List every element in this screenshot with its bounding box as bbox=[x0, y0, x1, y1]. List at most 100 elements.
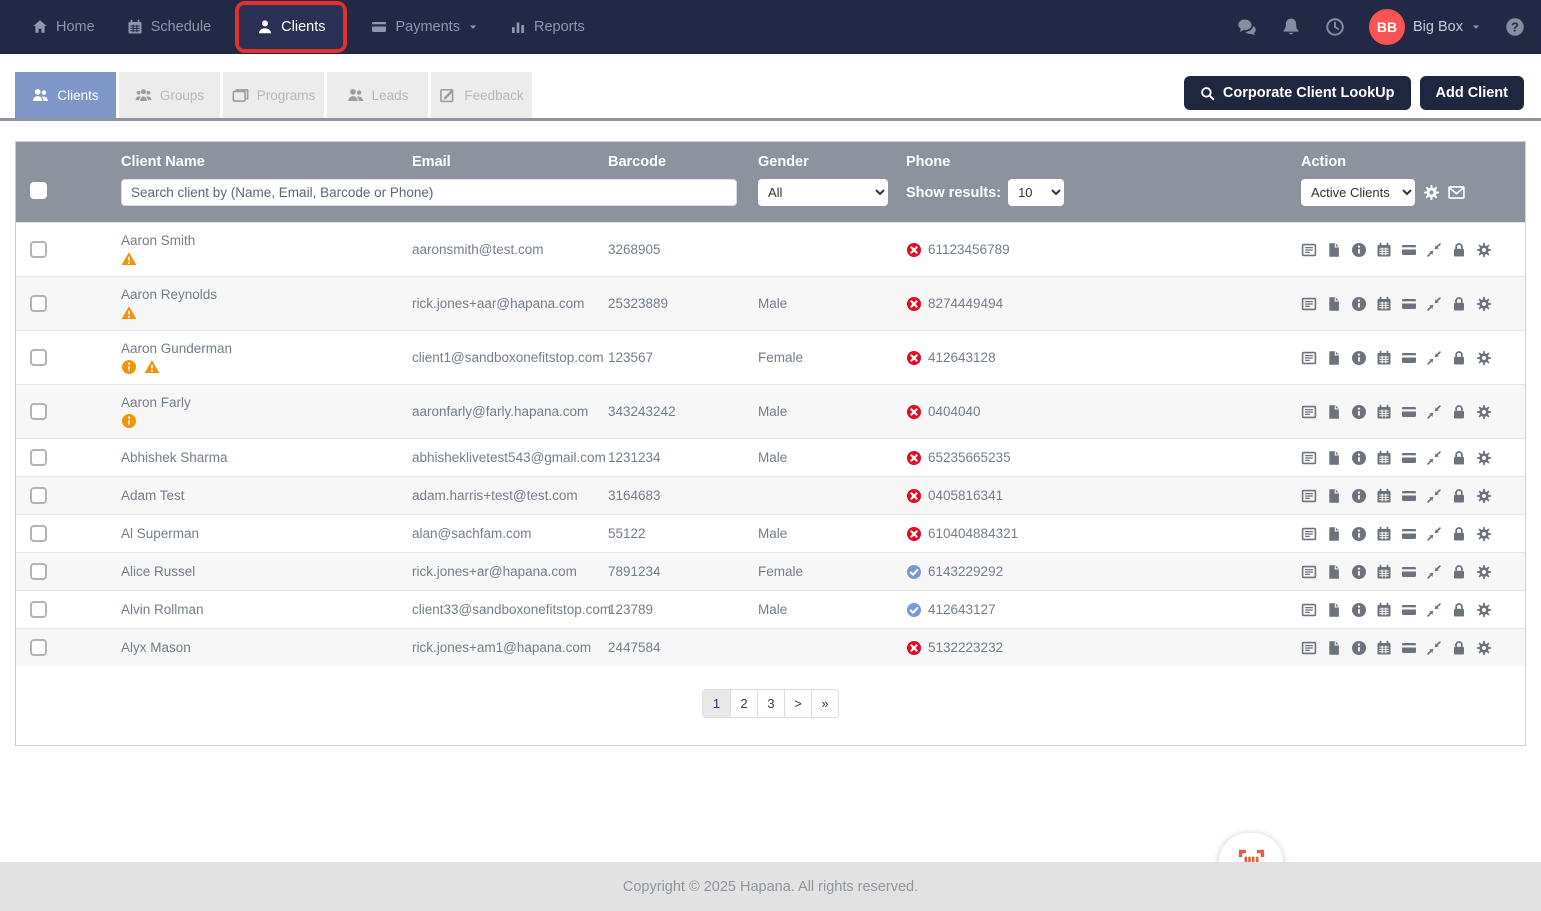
info-icon[interactable] bbox=[121, 413, 137, 429]
warning-icon[interactable] bbox=[144, 359, 160, 375]
calendar-icon[interactable] bbox=[1376, 564, 1392, 580]
row-checkbox[interactable] bbox=[30, 639, 47, 656]
credit-card-icon[interactable] bbox=[1401, 350, 1417, 366]
credit-card-icon[interactable] bbox=[1401, 404, 1417, 420]
envelope-icon[interactable] bbox=[1448, 184, 1465, 201]
lock-icon[interactable] bbox=[1451, 488, 1467, 504]
lock-icon[interactable] bbox=[1451, 350, 1467, 366]
warning-icon[interactable] bbox=[121, 305, 137, 321]
credit-card-icon[interactable] bbox=[1401, 296, 1417, 312]
calendar-icon[interactable] bbox=[1376, 602, 1392, 618]
nav-item-clients[interactable]: Clients bbox=[239, 5, 344, 49]
compress-arrows-icon[interactable] bbox=[1426, 602, 1442, 618]
credit-card-icon[interactable] bbox=[1401, 564, 1417, 580]
page-2[interactable]: 2 bbox=[730, 690, 757, 717]
client-name[interactable]: Alice Russel bbox=[121, 564, 196, 579]
gender-filter-select[interactable]: All bbox=[758, 179, 888, 206]
show-results-select[interactable]: 10 bbox=[1008, 179, 1065, 206]
gear-icon[interactable] bbox=[1476, 350, 1492, 366]
calendar-icon[interactable] bbox=[1376, 450, 1392, 466]
row-checkbox[interactable] bbox=[30, 241, 47, 258]
help-icon[interactable]: ? bbox=[1505, 17, 1525, 37]
info-icon[interactable] bbox=[1351, 526, 1367, 542]
row-checkbox[interactable] bbox=[30, 525, 47, 542]
list-icon[interactable] bbox=[1301, 602, 1317, 618]
lock-icon[interactable] bbox=[1451, 602, 1467, 618]
credit-card-icon[interactable] bbox=[1401, 640, 1417, 656]
client-name[interactable]: Abhishek Sharma bbox=[121, 450, 228, 465]
gear-icon[interactable] bbox=[1476, 404, 1492, 420]
document-icon[interactable] bbox=[1326, 526, 1342, 542]
lock-icon[interactable] bbox=[1451, 564, 1467, 580]
client-name[interactable]: Alvin Rollman bbox=[121, 602, 204, 617]
client-name[interactable]: Aaron Gunderman bbox=[121, 340, 233, 356]
nav-item-home[interactable]: Home bbox=[16, 0, 111, 54]
list-icon[interactable] bbox=[1301, 488, 1317, 504]
gear-icon[interactable] bbox=[1476, 640, 1492, 656]
compress-arrows-icon[interactable] bbox=[1426, 450, 1442, 466]
corporate-client-lookup-button[interactable]: Corporate Client LookUp bbox=[1183, 76, 1411, 110]
row-checkbox[interactable] bbox=[30, 349, 47, 366]
row-checkbox[interactable] bbox=[30, 403, 47, 420]
compress-arrows-icon[interactable] bbox=[1426, 564, 1442, 580]
add-client-button[interactable]: Add Client bbox=[1419, 76, 1524, 110]
lock-icon[interactable] bbox=[1451, 640, 1467, 656]
client-name[interactable]: Al Superman bbox=[121, 526, 200, 541]
tab-feedback[interactable]: Feedback bbox=[431, 72, 532, 118]
page-1[interactable]: 1 bbox=[703, 690, 730, 717]
list-icon[interactable] bbox=[1301, 404, 1317, 420]
chat-icon[interactable] bbox=[1237, 17, 1257, 37]
tab-groups[interactable]: Groups bbox=[119, 72, 220, 118]
clock-icon[interactable] bbox=[1325, 17, 1345, 37]
info-icon[interactable] bbox=[121, 359, 137, 375]
document-icon[interactable] bbox=[1326, 296, 1342, 312]
document-icon[interactable] bbox=[1326, 450, 1342, 466]
gear-icon[interactable] bbox=[1476, 488, 1492, 504]
list-icon[interactable] bbox=[1301, 350, 1317, 366]
info-icon[interactable] bbox=[1351, 640, 1367, 656]
calendar-icon[interactable] bbox=[1376, 296, 1392, 312]
page-»[interactable]: » bbox=[811, 690, 838, 717]
lock-icon[interactable] bbox=[1451, 242, 1467, 258]
info-icon[interactable] bbox=[1351, 404, 1367, 420]
lock-icon[interactable] bbox=[1451, 450, 1467, 466]
page-3[interactable]: 3 bbox=[757, 690, 784, 717]
nav-item-schedule[interactable]: Schedule bbox=[111, 0, 227, 54]
calendar-icon[interactable] bbox=[1376, 242, 1392, 258]
tab-clients[interactable]: Clients bbox=[15, 72, 116, 118]
calendar-icon[interactable] bbox=[1376, 404, 1392, 420]
document-icon[interactable] bbox=[1326, 404, 1342, 420]
select-all-checkbox[interactable] bbox=[30, 181, 47, 199]
lock-icon[interactable] bbox=[1451, 526, 1467, 542]
list-icon[interactable] bbox=[1301, 242, 1317, 258]
document-icon[interactable] bbox=[1326, 640, 1342, 656]
page->[interactable]: > bbox=[784, 690, 811, 717]
compress-arrows-icon[interactable] bbox=[1426, 640, 1442, 656]
credit-card-icon[interactable] bbox=[1401, 450, 1417, 466]
compress-arrows-icon[interactable] bbox=[1426, 526, 1442, 542]
list-icon[interactable] bbox=[1301, 526, 1317, 542]
row-checkbox[interactable] bbox=[30, 563, 47, 580]
lock-icon[interactable] bbox=[1451, 296, 1467, 312]
client-name[interactable]: Alyx Mason bbox=[121, 640, 191, 655]
tab-programs[interactable]: Programs bbox=[223, 72, 324, 118]
compress-arrows-icon[interactable] bbox=[1426, 350, 1442, 366]
list-icon[interactable] bbox=[1301, 564, 1317, 580]
credit-card-icon[interactable] bbox=[1401, 488, 1417, 504]
nav-item-reports[interactable]: Reports bbox=[494, 0, 601, 54]
credit-card-icon[interactable] bbox=[1401, 526, 1417, 542]
tab-leads[interactable]: Leads bbox=[327, 72, 428, 118]
calendar-icon[interactable] bbox=[1376, 350, 1392, 366]
row-checkbox[interactable] bbox=[30, 449, 47, 466]
info-icon[interactable] bbox=[1351, 242, 1367, 258]
client-name[interactable]: Adam Test bbox=[121, 488, 185, 503]
client-name[interactable]: Aaron Farly bbox=[121, 394, 191, 410]
client-name[interactable]: Aaron Smith bbox=[121, 232, 196, 248]
document-icon[interactable] bbox=[1326, 242, 1342, 258]
document-icon[interactable] bbox=[1326, 488, 1342, 504]
client-name[interactable]: Aaron Reynolds bbox=[121, 286, 218, 302]
search-input[interactable] bbox=[121, 179, 737, 206]
avatar[interactable]: BB bbox=[1369, 9, 1406, 45]
row-checkbox[interactable] bbox=[30, 601, 47, 618]
info-icon[interactable] bbox=[1351, 564, 1367, 580]
